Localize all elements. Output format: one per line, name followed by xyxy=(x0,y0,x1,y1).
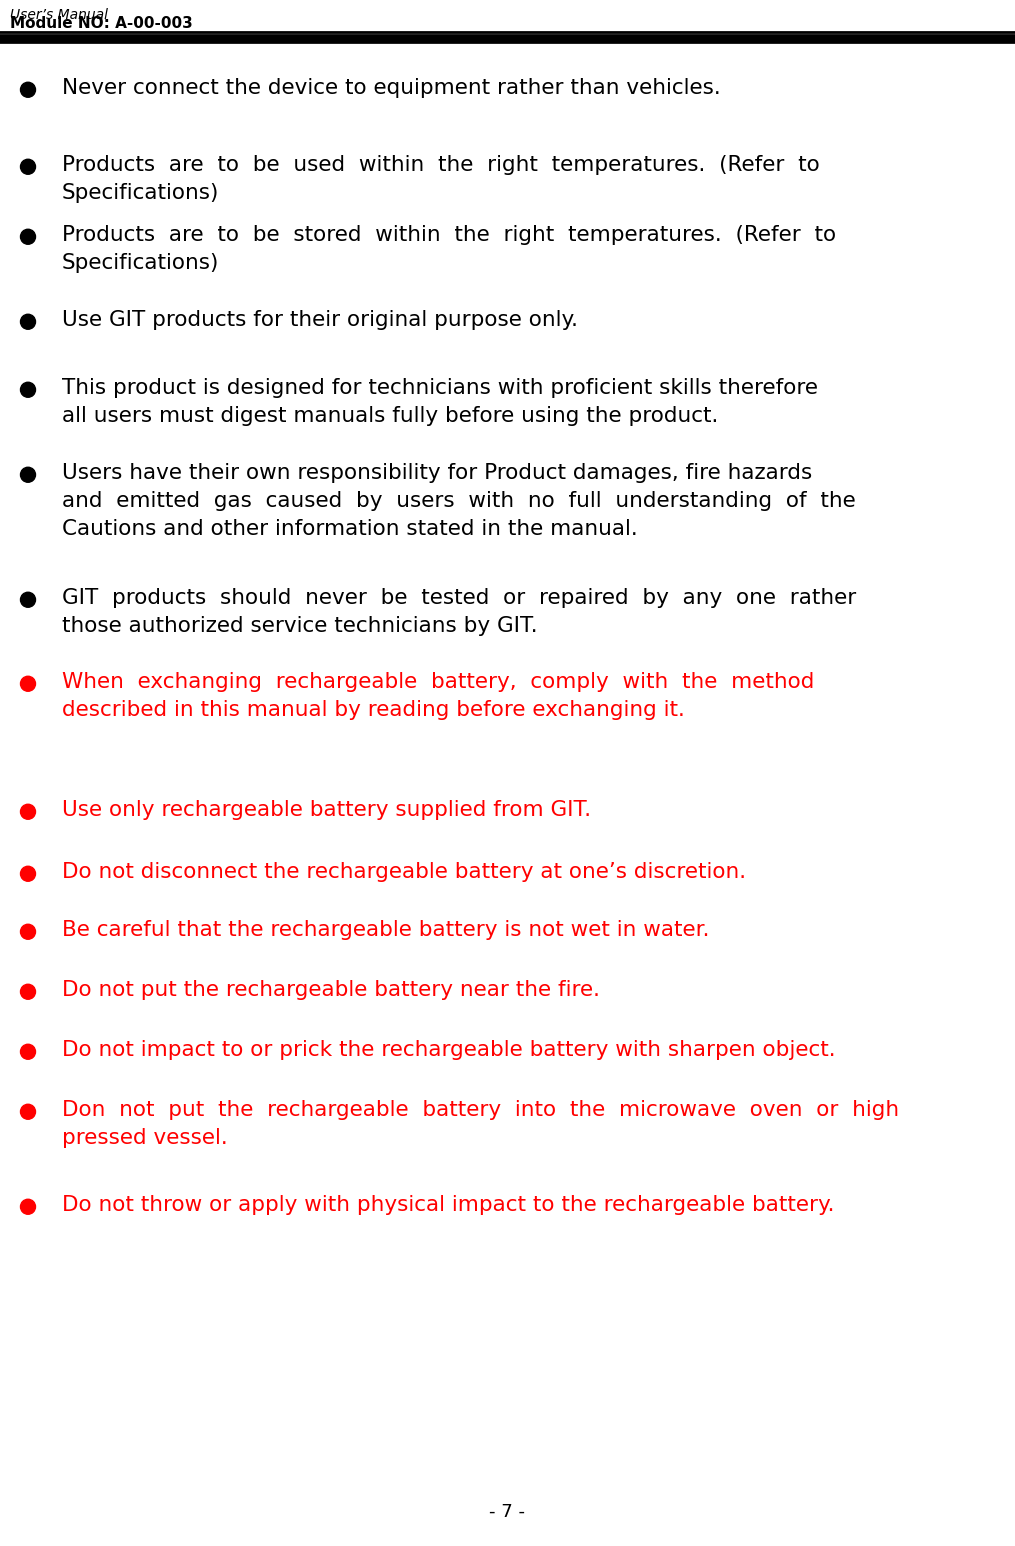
Text: - 7 -: - 7 - xyxy=(489,1503,525,1521)
Text: pressed vessel.: pressed vessel. xyxy=(62,1129,227,1149)
Text: Do not throw or apply with physical impact to the rechargeable battery.: Do not throw or apply with physical impa… xyxy=(62,1195,834,1215)
Text: Use GIT products for their original purpose only.: Use GIT products for their original purp… xyxy=(62,311,578,329)
Text: This product is designed for technicians with proficient skills therefore: This product is designed for technicians… xyxy=(62,379,818,397)
Circle shape xyxy=(20,82,36,97)
Text: all users must digest manuals fully before using the product.: all users must digest manuals fully befo… xyxy=(62,407,719,427)
Text: Products  are  to  be  stored  within  the  right  temperatures.  (Refer  to: Products are to be stored within the rig… xyxy=(62,226,836,244)
Text: Do not disconnect the rechargeable battery at one’s discretion.: Do not disconnect the rechargeable batte… xyxy=(62,863,746,883)
Circle shape xyxy=(20,159,36,175)
Text: described in this manual by reading before exchanging it.: described in this manual by reading befo… xyxy=(62,700,685,720)
Text: and  emitted  gas  caused  by  users  with  no  full  understanding  of  the: and emitted gas caused by users with no … xyxy=(62,492,856,512)
Text: those authorized service technicians by GIT.: those authorized service technicians by … xyxy=(62,615,538,635)
Circle shape xyxy=(20,229,36,244)
Text: Products  are  to  be  used  within  the  right  temperatures.  (Refer  to: Products are to be used within the right… xyxy=(62,155,820,175)
Text: Do not put the rechargeable battery near the fire.: Do not put the rechargeable battery near… xyxy=(62,980,600,1000)
Circle shape xyxy=(20,592,36,608)
Text: Cautions and other information stated in the manual.: Cautions and other information stated in… xyxy=(62,519,637,540)
Text: Be careful that the rechargeable battery is not wet in water.: Be careful that the rechargeable battery… xyxy=(62,920,709,940)
Text: Do not impact to or prick the rechargeable battery with sharpen object.: Do not impact to or prick the rechargeab… xyxy=(62,1040,835,1061)
Circle shape xyxy=(20,382,36,397)
Text: User’s Manual: User’s Manual xyxy=(10,8,108,22)
Circle shape xyxy=(20,467,36,482)
Circle shape xyxy=(20,676,36,691)
Text: When  exchanging  rechargeable  battery,  comply  with  the  method: When exchanging rechargeable battery, co… xyxy=(62,673,814,693)
Text: Never connect the device to equipment rather than vehicles.: Never connect the device to equipment ra… xyxy=(62,77,721,97)
Circle shape xyxy=(20,985,36,999)
Text: Use only rechargeable battery supplied from GIT.: Use only rechargeable battery supplied f… xyxy=(62,799,591,819)
Text: Don  not  put  the  rechargeable  battery  into  the  microwave  oven  or  high: Don not put the rechargeable battery int… xyxy=(62,1101,899,1119)
Text: GIT  products  should  never  be  tested  or  repaired  by  any  one  rather: GIT products should never be tested or r… xyxy=(62,587,857,608)
Text: Users have their own responsibility for Product damages, fire hazards: Users have their own responsibility for … xyxy=(62,462,812,482)
Text: Specifications): Specifications) xyxy=(62,254,219,274)
Text: Module NO: A-00-003: Module NO: A-00-003 xyxy=(10,15,193,31)
Circle shape xyxy=(20,925,36,940)
Circle shape xyxy=(20,1044,36,1059)
Circle shape xyxy=(20,314,36,329)
Circle shape xyxy=(20,1104,36,1119)
Text: Specifications): Specifications) xyxy=(62,182,219,203)
Circle shape xyxy=(20,866,36,881)
Circle shape xyxy=(20,1200,36,1214)
Circle shape xyxy=(20,804,36,819)
